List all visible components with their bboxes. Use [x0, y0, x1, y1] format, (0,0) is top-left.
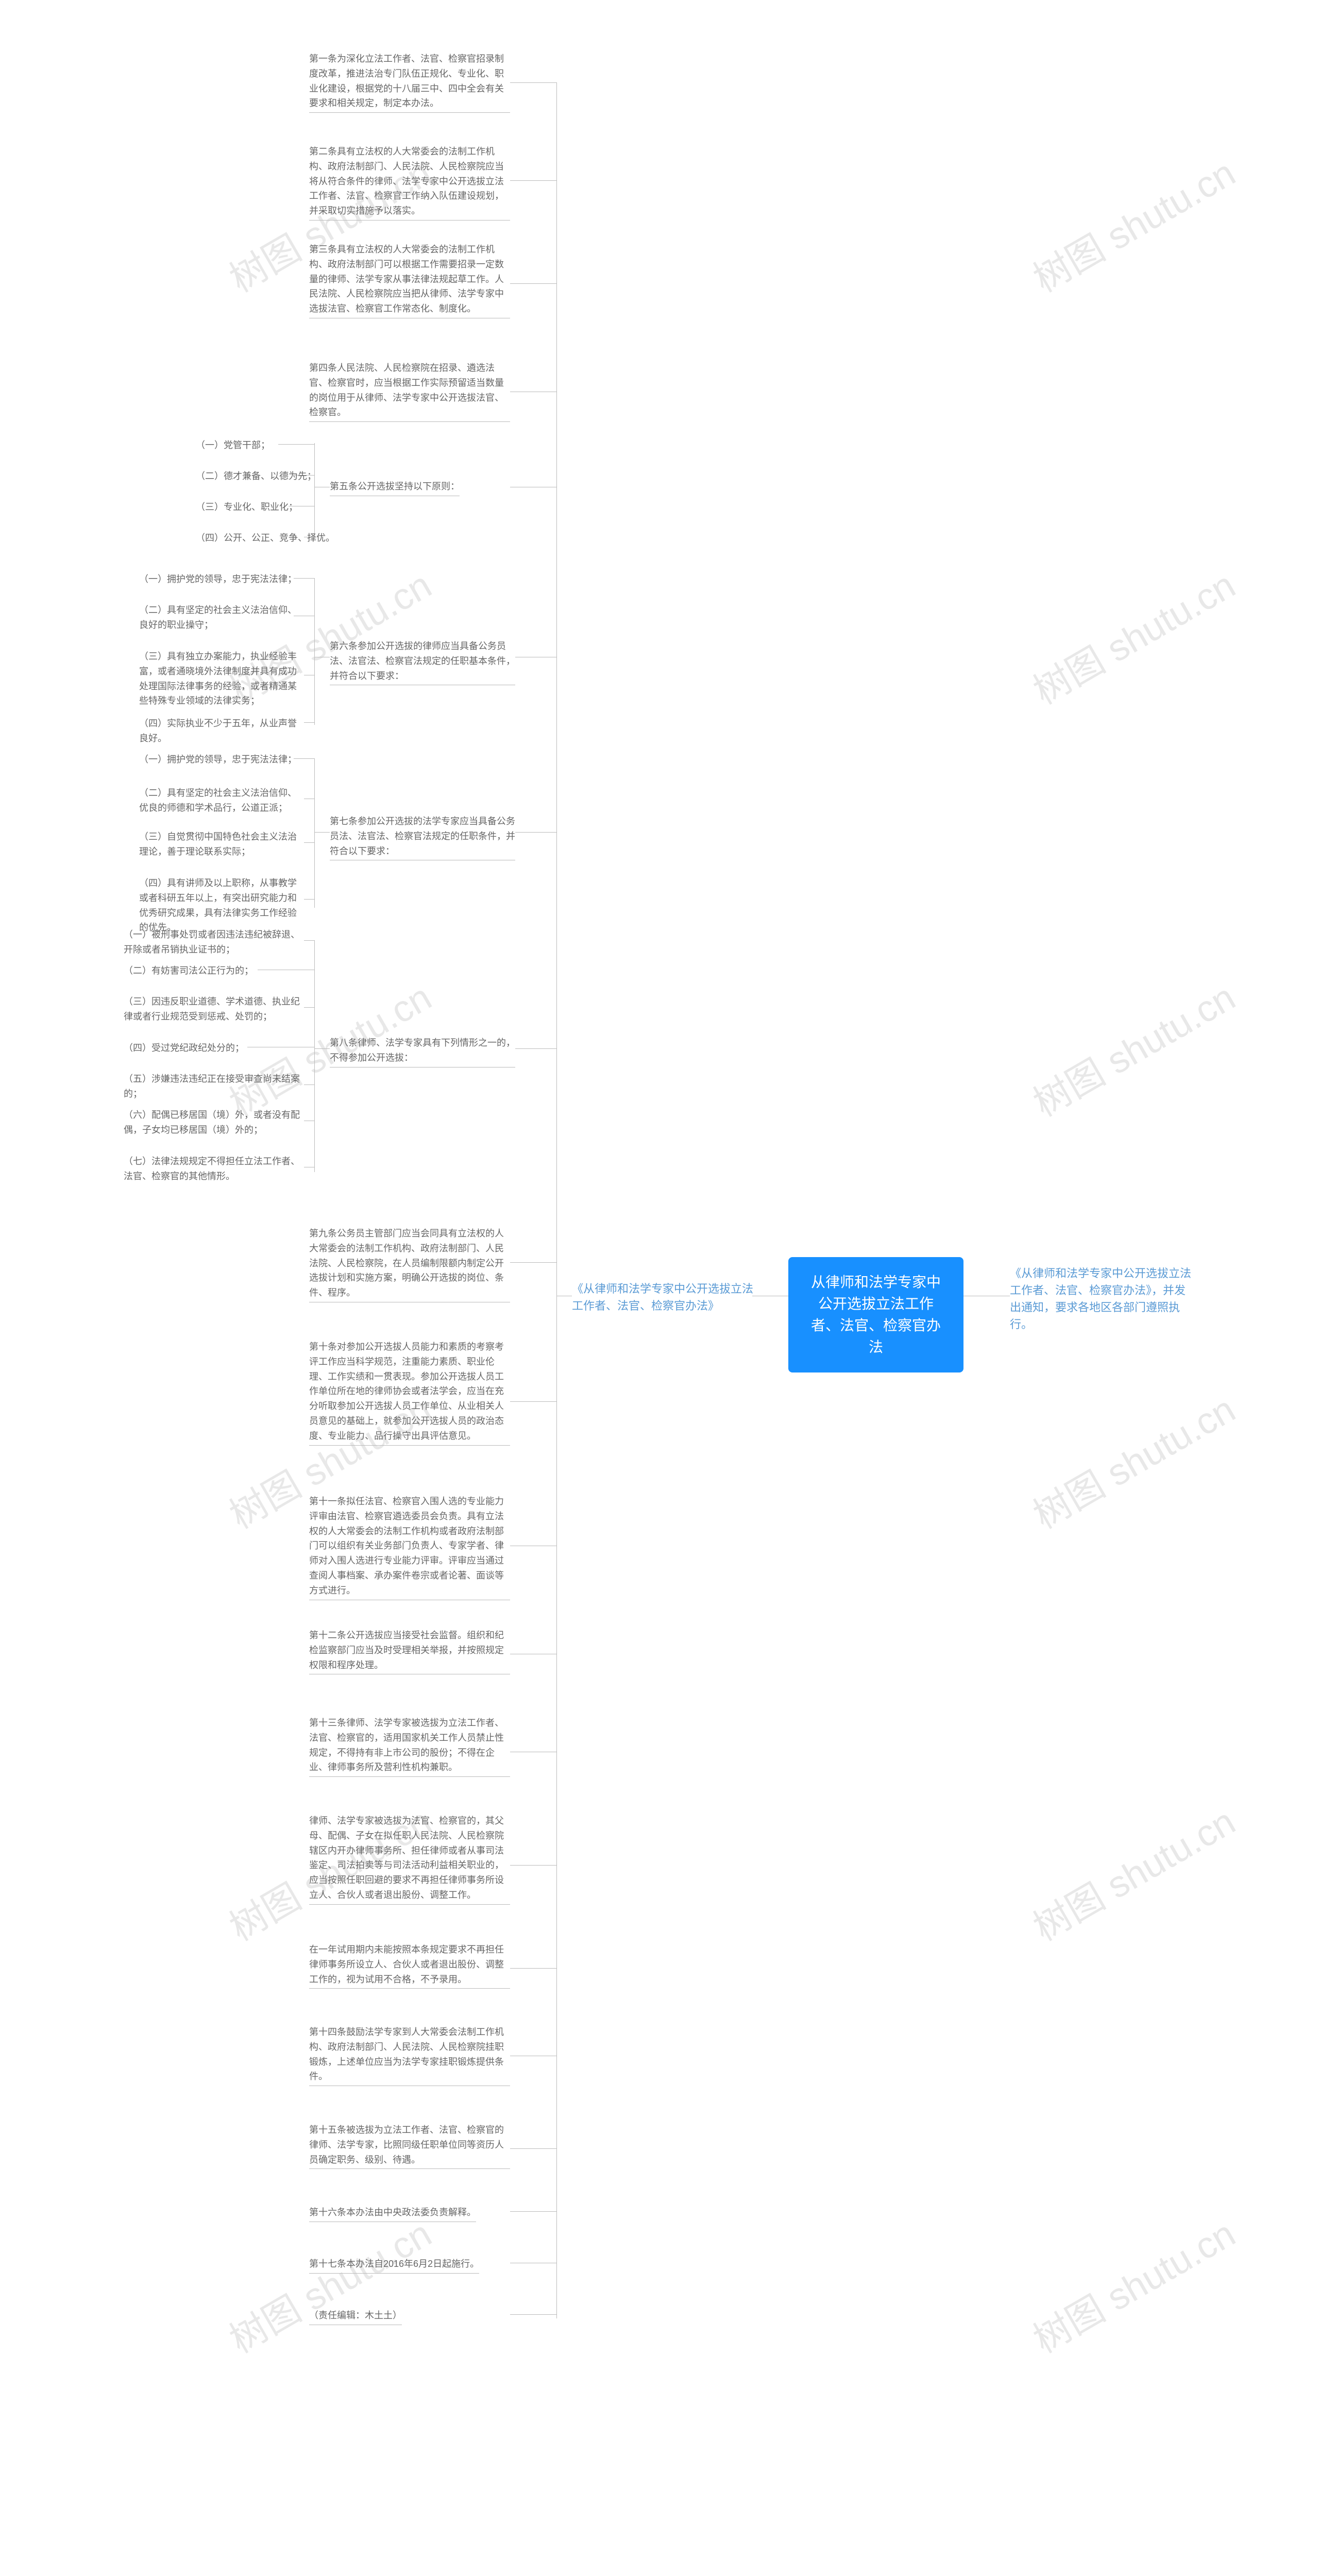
article-node[interactable]: 第十六条本办法由中央政法委负责解释。	[309, 2205, 476, 2222]
article-node[interactable]: 第一条为深化立法工作者、法官、检察官招录制度改革，推进法治专门队伍正规化、专业化…	[309, 52, 510, 113]
mindmap-canvas: 树图 shutu.cn 树图 shutu.cn 树图 shutu.cn 树图 s…	[0, 0, 1319, 2576]
article-6-item[interactable]: （二）具有坚定的社会主义法治信仰、良好的职业操守；	[139, 603, 304, 633]
left-main-node[interactable]: 《从律师和法学专家中公开选拔立法工作者、法官、检察官办法》	[572, 1280, 757, 1314]
article-8-item[interactable]: （三）因违反职业道德、学术道德、执业纪律或者行业规范受到惩戒、处罚的；	[124, 994, 304, 1024]
watermark: 树图 shutu.cn	[1022, 1792, 1243, 1951]
right-branch-node[interactable]: 《从律师和法学专家中公开选拔立法工作者、法官、检察官办法》，并发出通知，要求各地…	[1010, 1265, 1195, 1333]
article-6-item[interactable]: （一）拥护党的领导，忠于宪法法律；	[139, 572, 297, 587]
article-node[interactable]: 第十条对参加公开选拔人员能力和素质的考察考评工作应当科学规范，注重能力素质、职业…	[309, 1340, 510, 1446]
article-8-item[interactable]: （七）法律法规规定不得担任立法工作者、法官、检察官的其他情形。	[124, 1154, 304, 1184]
watermark: 树图 shutu.cn	[218, 2204, 439, 2363]
article-5-item[interactable]: （二）德才兼备、以德为先；	[196, 469, 316, 484]
article-node[interactable]: 在一年试用期内未能按照本条规定要求不再担任律师事务所设立人、合伙人或者退出股份、…	[309, 1942, 510, 1989]
article-node[interactable]: 第十七条本办法自2016年6月2日起施行。	[309, 2257, 479, 2274]
article-node[interactable]: （责任编辑：木土土）	[309, 2308, 402, 2325]
article-7-item[interactable]: （三）自觉贯彻中国特色社会主义法治理论，善于理论联系实际；	[139, 829, 304, 859]
article-8-node[interactable]: 第八条律师、法学专家具有下列情形之一的，不得参加公开选拔：	[330, 1036, 515, 1067]
article-6-node[interactable]: 第六条参加公开选拔的律师应当具备公务员法、法官法、检察官法规定的任职基本条件，并…	[330, 639, 515, 685]
article-5-item[interactable]: （一）党管干部；	[196, 438, 270, 453]
watermark: 树图 shutu.cn	[1022, 1380, 1243, 1539]
article-node[interactable]: 第十五条被选拔为立法工作者、法官、检察官的律师、法学专家，比照同级任职单位同等资…	[309, 2123, 510, 2169]
article-6-item[interactable]: （四）实际执业不少于五年，从业声誉良好。	[139, 716, 304, 746]
article-node[interactable]: 第三条具有立法权的人大常委会的法制工作机构、政府法制部门可以根据工作需要招录一定…	[309, 242, 510, 318]
article-8-item[interactable]: （六）配偶已移居国（境）外，或者没有配偶，子女均已移居国（境）外的；	[124, 1108, 304, 1138]
article-node[interactable]: 第十三条律师、法学专家被选拔为立法工作者、法官、检察官的，适用国家机关工作人员禁…	[309, 1716, 510, 1777]
article-8-item[interactable]: （二）有妨害司法公正行为的；	[124, 963, 253, 978]
article-7-item[interactable]: （四）具有讲师及以上职称，从事教学或者科研五年以上，有突出研究能力和优秀研究成果…	[139, 876, 304, 935]
article-8-item[interactable]: （四）受过党纪政纪处分的；	[124, 1041, 244, 1056]
article-7-node[interactable]: 第七条参加公开选拔的法学专家应当具备公务员法、法官法、检察官法规定的任职条件，并…	[330, 814, 515, 860]
watermark: 树图 shutu.cn	[1022, 143, 1243, 302]
watermark: 树图 shutu.cn	[1022, 2204, 1243, 2363]
watermark: 树图 shutu.cn	[1022, 968, 1243, 1127]
article-node[interactable]: 第十一条拟任法官、检察官入围人选的专业能力评审由法官、检察官遴选委员会负责。具有…	[309, 1494, 510, 1600]
article-8-item[interactable]: （一）被刑事处罚或者因违法违纪被辞退、开除或者吊销执业证书的；	[124, 927, 304, 957]
root-node[interactable]: 从律师和法学专家中公开选拔立法工作者、法官、检察官办法	[788, 1257, 963, 1372]
article-node[interactable]: 律师、法学专家被选拔为法官、检察官的，其父母、配偶、子女在拟任职人民法院、人民检…	[309, 1814, 510, 1905]
article-node[interactable]: 第四条人民法院、人民检察院在招录、遴选法官、检察官时，应当根据工作实际预留适当数…	[309, 361, 510, 422]
article-5-item[interactable]: （四）公开、公正、竞争、择优。	[196, 531, 335, 546]
article-node[interactable]: 第二条具有立法权的人大常委会的法制工作机构、政府法制部门、人民法院、人民检察院应…	[309, 144, 510, 221]
article-7-item[interactable]: （一）拥护党的领导，忠于宪法法律；	[139, 752, 297, 767]
article-node[interactable]: 第十二条公开选拔应当接受社会监督。组织和纪检监察部门应当及时受理相关举报，并按照…	[309, 1628, 510, 1674]
article-node[interactable]: 第九条公务员主管部门应当会同具有立法权的人大常委会的法制工作机构、政府法制部门、…	[309, 1226, 510, 1302]
article-7-item[interactable]: （二）具有坚定的社会主义法治信仰、优良的师德和学术品行，公道正派；	[139, 786, 304, 816]
watermark: 树图 shutu.cn	[1022, 555, 1243, 715]
article-6-item[interactable]: （三）具有独立办案能力，执业经验丰富，或者通晓境外法律制度并具有成功处理国际法律…	[139, 649, 304, 708]
article-5-item[interactable]: （三）专业化、职业化；	[196, 500, 298, 515]
article-5-node[interactable]: 第五条公开选拔坚持以下原则：	[330, 479, 460, 496]
article-node[interactable]: 第十四条鼓励法学专家到人大常委会法制工作机构、政府法制部门、人民法院、人民检察院…	[309, 2025, 510, 2086]
article-8-item[interactable]: （五）涉嫌违法违纪正在接受审查尚未结案的；	[124, 1072, 304, 1101]
